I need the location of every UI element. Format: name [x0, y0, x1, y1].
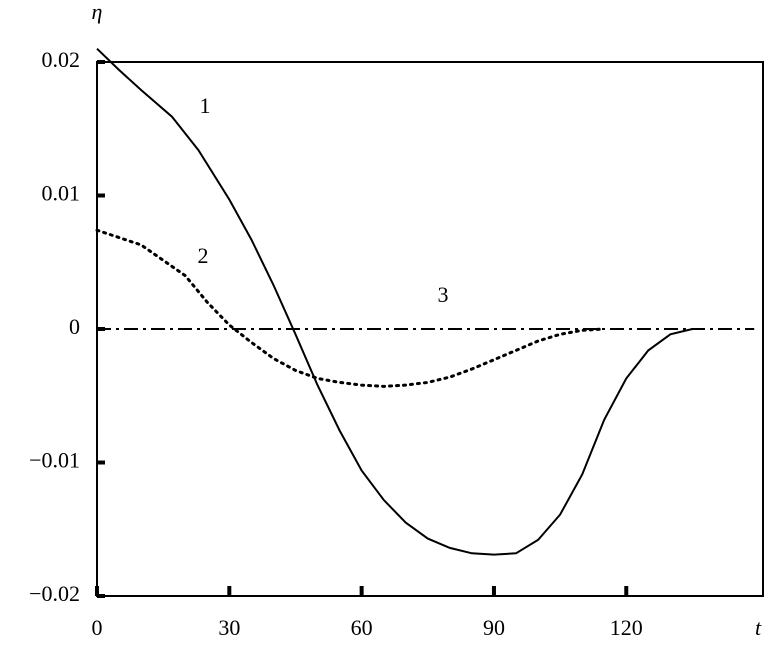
x-tick-label: 90: [483, 615, 505, 640]
y-tick-label: 0.02: [42, 47, 81, 72]
y-tick-label: 0.01: [42, 181, 81, 206]
x-tick-label: 0: [92, 615, 103, 640]
x-axis-label: t: [755, 615, 762, 640]
curve-label: 3: [438, 282, 449, 307]
curve-label: 2: [198, 243, 209, 268]
curve-label: 1: [200, 93, 211, 118]
series-line: [95, 228, 606, 388]
x-tick-label: 120: [610, 615, 643, 640]
y-tick-label: 0: [69, 314, 80, 339]
y-axis-label: η: [92, 0, 103, 24]
x-tick-label: 30: [218, 615, 240, 640]
series-line: [96, 47, 693, 556]
y-tick-label: −0.01: [29, 448, 80, 473]
y-tick-label: −0.02: [29, 581, 80, 606]
x-tick-label: 60: [351, 615, 373, 640]
